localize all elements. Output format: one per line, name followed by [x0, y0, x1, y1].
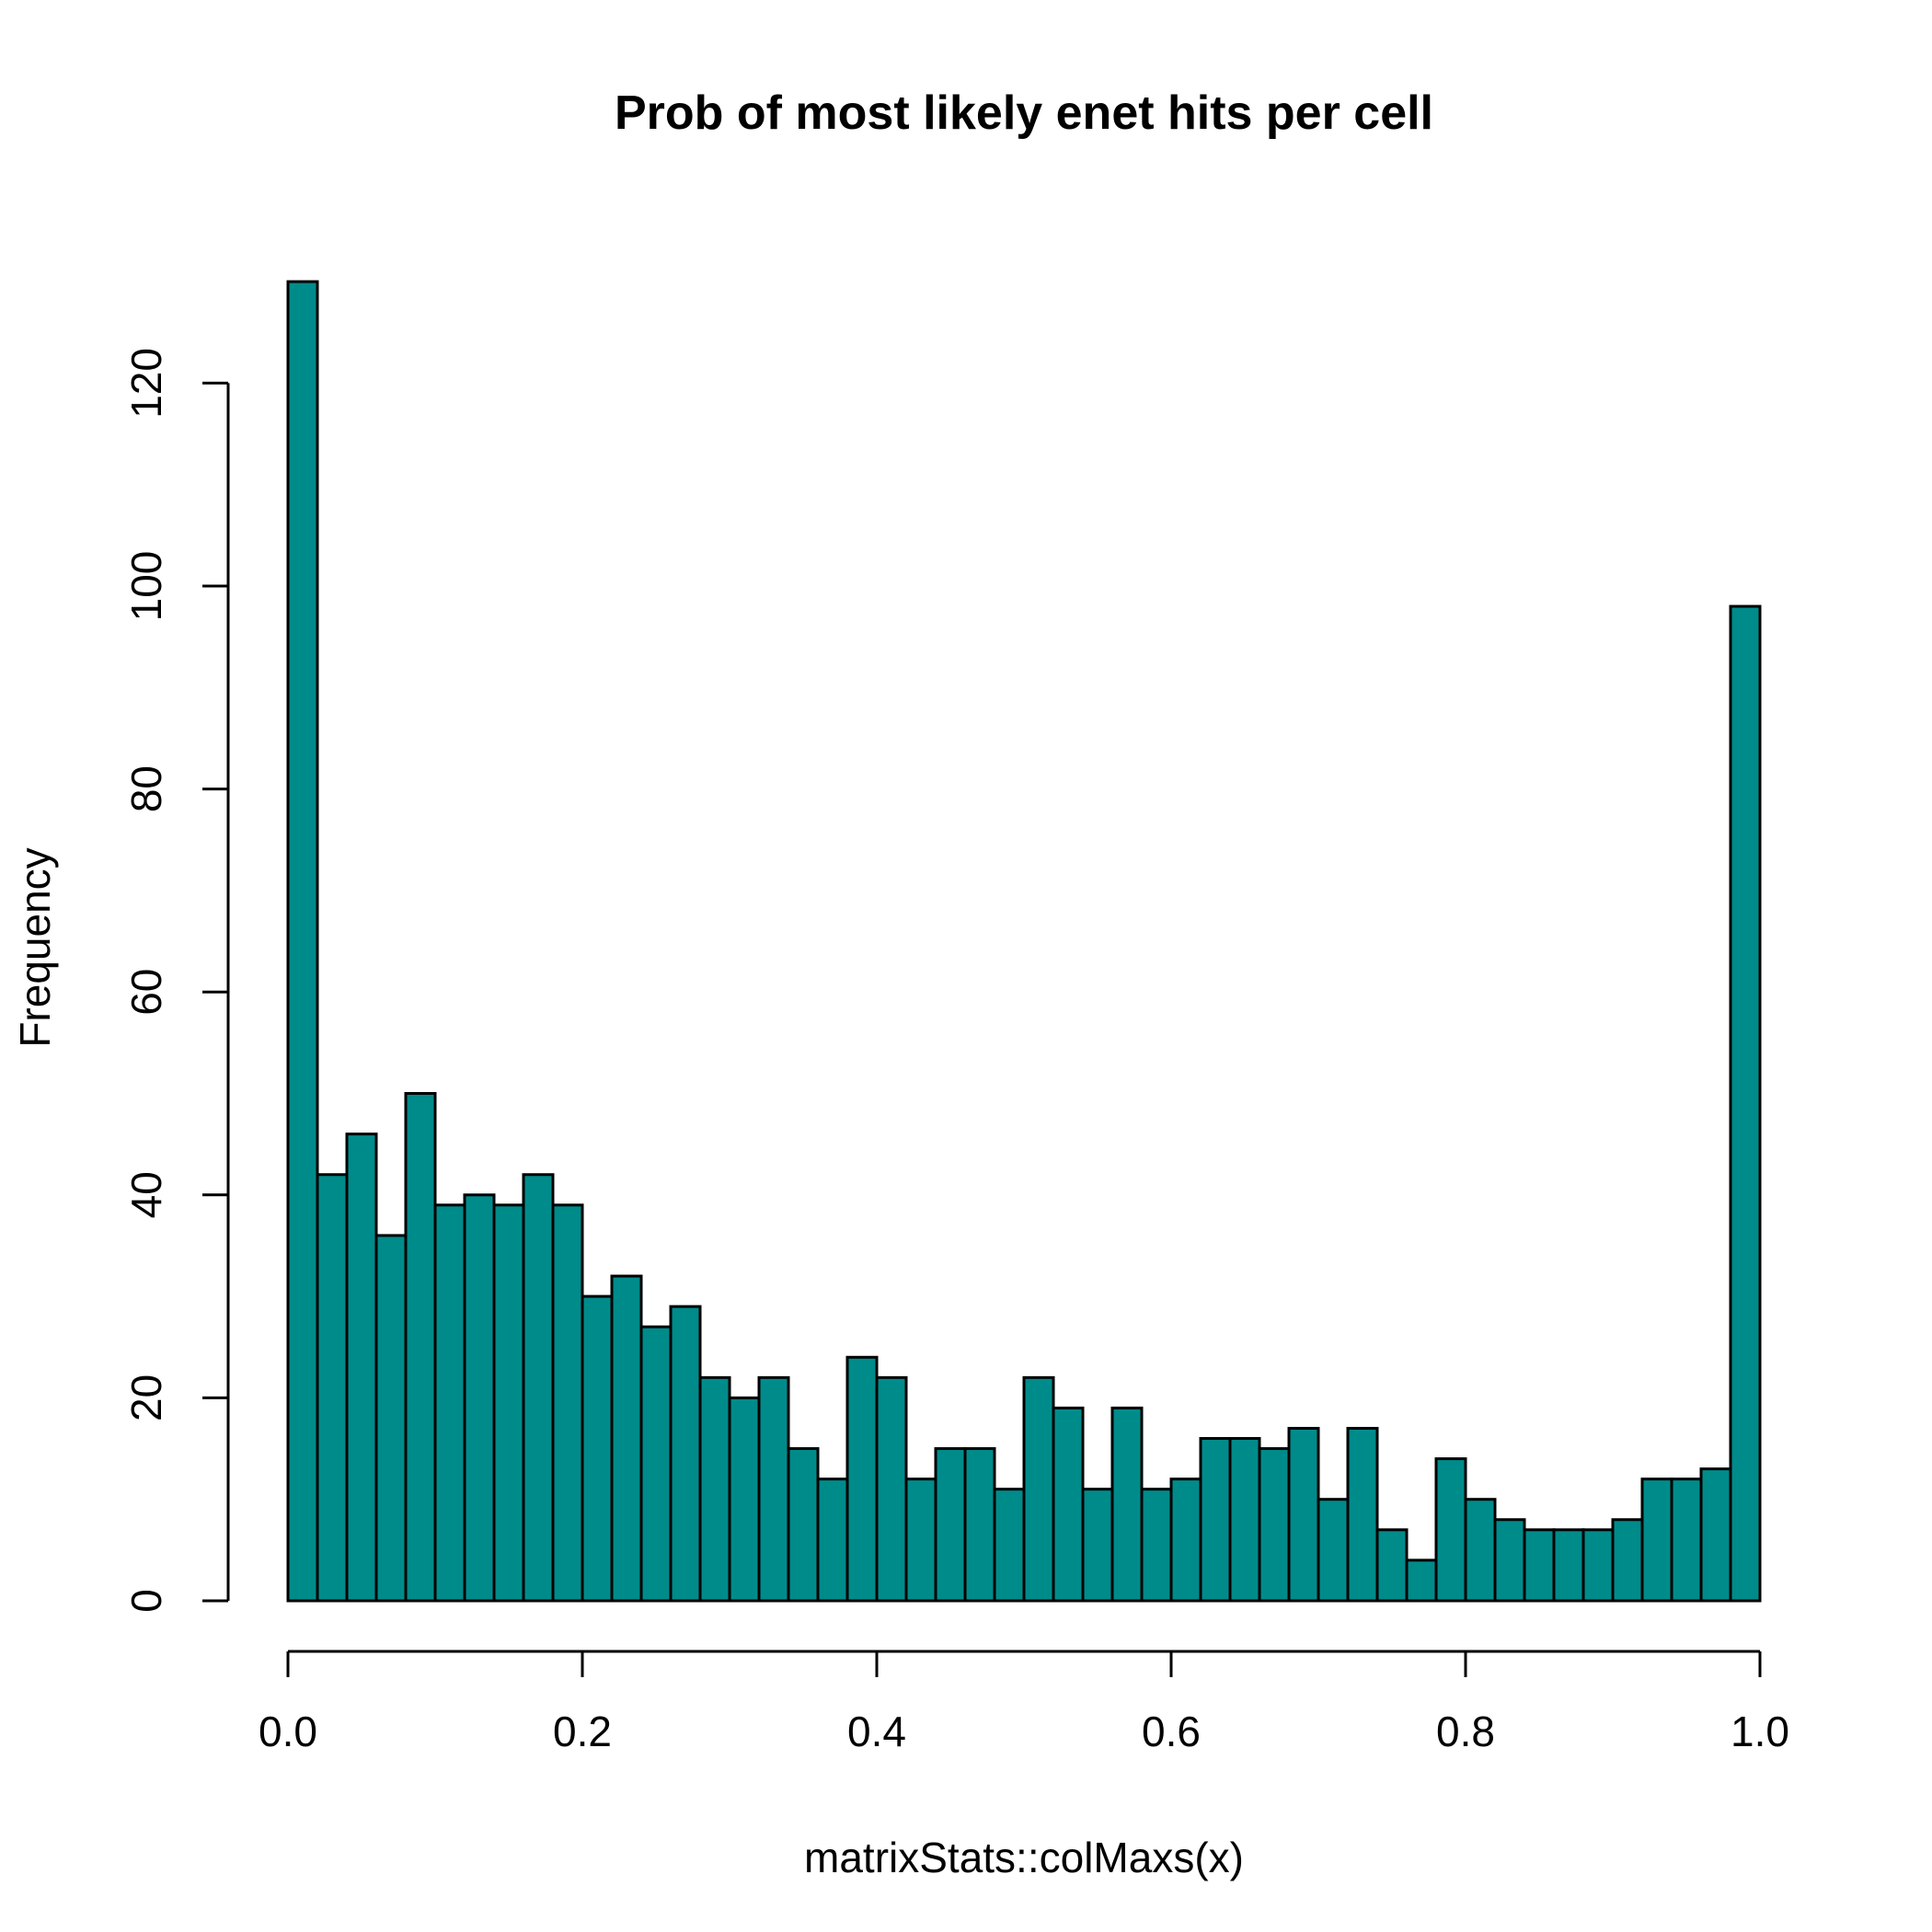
histogram-bar	[522, 1173, 555, 1603]
histogram-bar	[404, 1092, 437, 1603]
histogram-bar	[286, 280, 319, 1603]
histogram-bar	[581, 1294, 614, 1603]
histogram-bar	[1287, 1426, 1320, 1603]
y-tick-label: 120	[122, 348, 170, 419]
histogram-bar	[1052, 1406, 1085, 1603]
x-tick-label: 1.0	[1731, 1708, 1789, 1755]
y-tick-label: 60	[122, 969, 170, 1016]
histogram-bar	[1317, 1498, 1350, 1603]
histogram-bar	[669, 1305, 702, 1603]
histogram-bar	[1493, 1518, 1526, 1603]
y-tick-label: 0	[122, 1589, 170, 1613]
x-tick-label: 0.8	[1436, 1708, 1495, 1755]
histogram-bar	[1140, 1488, 1173, 1603]
histogram-bar	[1199, 1437, 1232, 1603]
x-tick-label: 0.0	[259, 1708, 317, 1755]
histogram-bar	[1699, 1467, 1732, 1603]
bars	[286, 280, 1762, 1603]
x-axis-label: matrixStats::colMaxs(x)	[804, 1834, 1244, 1881]
histogram-bar	[1581, 1528, 1615, 1603]
histogram-bar	[639, 1325, 673, 1603]
histogram-bar	[963, 1447, 996, 1603]
histogram-bar	[1552, 1528, 1585, 1603]
histogram-bar	[1022, 1375, 1055, 1603]
histogram-bar	[875, 1375, 908, 1603]
histogram-bar	[934, 1447, 967, 1603]
histogram-bar	[345, 1133, 378, 1603]
histogram-bar	[787, 1447, 820, 1603]
histogram-bar	[816, 1478, 849, 1603]
histogram-bar	[1110, 1406, 1144, 1603]
histogram-bar	[433, 1203, 466, 1603]
y-axis-label: Frequency	[11, 847, 59, 1047]
histogram-bar	[463, 1193, 496, 1603]
histogram-bar	[1670, 1478, 1703, 1603]
x-tick-label: 0.4	[847, 1708, 906, 1755]
histogram-bar	[728, 1396, 761, 1603]
histogram-bar	[1228, 1437, 1261, 1603]
histogram-bar	[1405, 1558, 1438, 1603]
histogram-bar	[904, 1478, 937, 1603]
histogram-bar	[610, 1274, 643, 1603]
histogram-bar	[1081, 1488, 1114, 1603]
x-tick-label: 0.6	[1142, 1708, 1201, 1755]
histogram-bar	[1258, 1447, 1291, 1603]
histogram-bar	[1464, 1498, 1497, 1603]
x-axis: 0.0 0.2 0.4 0.6 0.8 1.0	[259, 1650, 1789, 1755]
histogram-bar	[551, 1203, 584, 1603]
histogram-bar	[845, 1355, 879, 1603]
histogram-bar	[1346, 1426, 1379, 1603]
histogram-bar	[993, 1488, 1026, 1603]
histogram-bar	[1729, 604, 1762, 1603]
histogram-bar	[1523, 1528, 1556, 1603]
histogram-bar	[1434, 1457, 1467, 1603]
histogram-bar	[316, 1173, 349, 1603]
y-tick-label: 20	[122, 1374, 170, 1421]
y-tick-label: 80	[122, 765, 170, 812]
histogram-bar	[1375, 1528, 1409, 1603]
x-tick-label: 0.2	[553, 1708, 612, 1755]
histogram-bar	[374, 1234, 408, 1603]
histogram-bar	[1640, 1478, 1673, 1603]
y-tick-label: 40	[122, 1171, 170, 1218]
chart-title: Prob of most likely enet hits per cell	[615, 86, 1433, 140]
histogram-bar	[1611, 1518, 1644, 1603]
histogram-bar	[1169, 1478, 1202, 1603]
y-axis: 0 20 40 60 80 100 120	[122, 348, 230, 1613]
histogram-bar	[698, 1375, 731, 1603]
histogram-bar	[492, 1203, 525, 1603]
histogram-bar	[757, 1375, 790, 1603]
y-tick-label: 100	[122, 551, 170, 622]
